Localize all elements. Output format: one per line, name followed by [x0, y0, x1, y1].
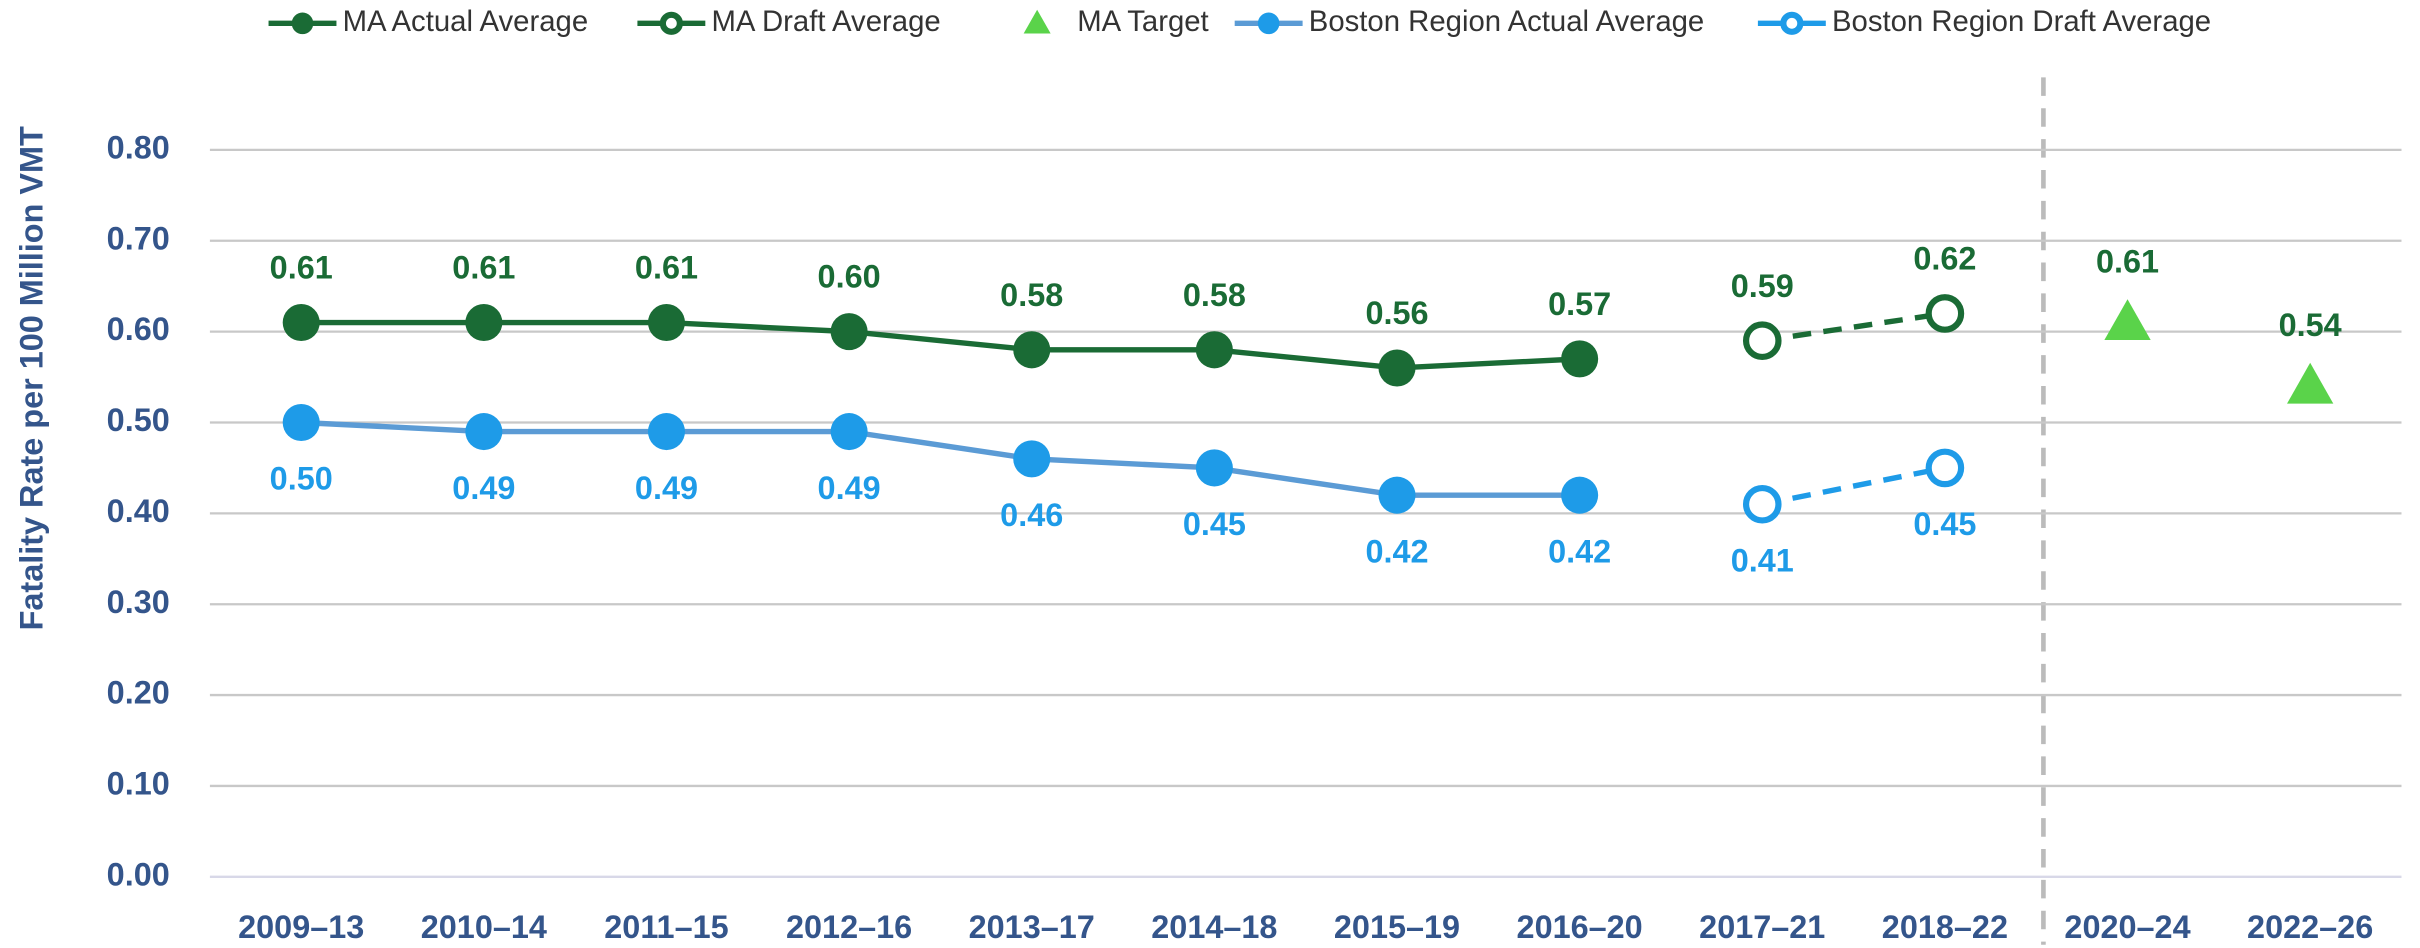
data-label: 0.50: [270, 461, 333, 497]
data-label: 0.42: [1365, 533, 1428, 569]
x-tick-label: 2018–22: [1882, 909, 2008, 945]
x-tick-label: 2013–17: [969, 909, 1095, 945]
legend-marker: [1023, 9, 1051, 34]
data-label: 0.57: [1548, 286, 1611, 322]
x-tick-label: 2009–13: [238, 909, 364, 945]
data-point: [1925, 448, 1965, 488]
series-line: [1761, 465, 1946, 507]
y-tick-label: 0.60: [107, 311, 170, 347]
series-line: [301, 319, 1580, 371]
y-tick-label: 0.80: [107, 129, 170, 165]
x-tick-label: 2014–18: [1151, 909, 1277, 945]
y-tick-label: 0.70: [107, 220, 170, 256]
y-tick-label: 0.50: [107, 402, 170, 438]
x-tick-label: 2012–16: [786, 909, 912, 945]
data-label: 0.49: [452, 470, 515, 506]
data-point: [282, 304, 320, 342]
data-point: [830, 313, 868, 351]
y-axis-label: Fatality Rate per 100 Million VMT: [14, 126, 50, 630]
data-label: 0.54: [2279, 307, 2342, 343]
data-label: 0.61: [270, 250, 333, 286]
data-label: 0.58: [1183, 277, 1246, 313]
y-tick-label: 0.20: [107, 675, 170, 711]
legend-marker: [1257, 12, 1280, 35]
data-label: 0.45: [1913, 506, 1976, 542]
data-point: [1561, 340, 1599, 378]
data-label: 0.61: [635, 250, 698, 286]
data-label: 0.61: [452, 250, 515, 286]
legend-label: MA Draft Average: [711, 5, 940, 38]
legend-label: Boston Region Actual Average: [1309, 5, 1704, 38]
legend-marker: [659, 11, 683, 35]
data-point: [1195, 331, 1233, 369]
y-tick-label: 0.00: [107, 856, 170, 892]
y-tick-label: 0.30: [107, 584, 170, 620]
x-tick-label: 2016–20: [1517, 909, 1643, 945]
y-tick-label: 0.10: [107, 766, 170, 802]
data-point: [465, 304, 503, 342]
x-tick-label: 2015–19: [1334, 909, 1460, 945]
data-label: 0.41: [1731, 542, 1794, 578]
data-point: [1742, 484, 1782, 524]
data-point: [830, 413, 868, 451]
data-point: [465, 413, 503, 451]
data-label: 0.49: [635, 470, 698, 506]
data-point: [1378, 476, 1416, 514]
x-tick-label: 2010–14: [421, 909, 547, 945]
data-label: 0.60: [818, 259, 881, 295]
data-point: [282, 403, 320, 442]
data-label: 0.61: [2096, 243, 2159, 279]
data-point: [1378, 349, 1416, 387]
data-label: 0.46: [1000, 497, 1063, 533]
data-point: [1925, 294, 1965, 333]
data-label: 0.56: [1365, 295, 1428, 331]
data-point: [1742, 321, 1782, 361]
x-tick-label: 2017–21: [1699, 909, 1825, 945]
data-point: [2104, 299, 2151, 341]
data-point: [1561, 476, 1599, 514]
legend-marker: [1780, 11, 1804, 35]
series-line: [301, 419, 1580, 498]
legend-label: Boston Region Draft Average: [1832, 5, 2211, 38]
x-tick-label: 2011–15: [604, 909, 728, 945]
legend-label: MA Actual Average: [343, 5, 589, 38]
x-tick-label: 2022–26: [2247, 909, 2373, 945]
y-tick-label: 0.40: [107, 493, 170, 529]
legend-marker: [291, 12, 314, 35]
x-tick-label: 2020–24: [2064, 909, 2190, 945]
data-label: 0.59: [1731, 268, 1794, 304]
series-line: [1761, 310, 1946, 344]
data-label: 0.42: [1548, 533, 1611, 569]
data-label: 0.45: [1183, 506, 1246, 542]
data-point: [647, 304, 685, 342]
data-label: 0.62: [1913, 241, 1976, 277]
data-point: [1013, 331, 1051, 369]
data-point: [1195, 449, 1233, 487]
data-point: [647, 413, 685, 451]
data-label: 0.49: [818, 470, 881, 506]
legend-label: MA Target: [1077, 5, 1208, 38]
data-point: [2287, 362, 2334, 404]
data-label: 0.58: [1000, 277, 1063, 313]
data-point: [1013, 440, 1051, 478]
